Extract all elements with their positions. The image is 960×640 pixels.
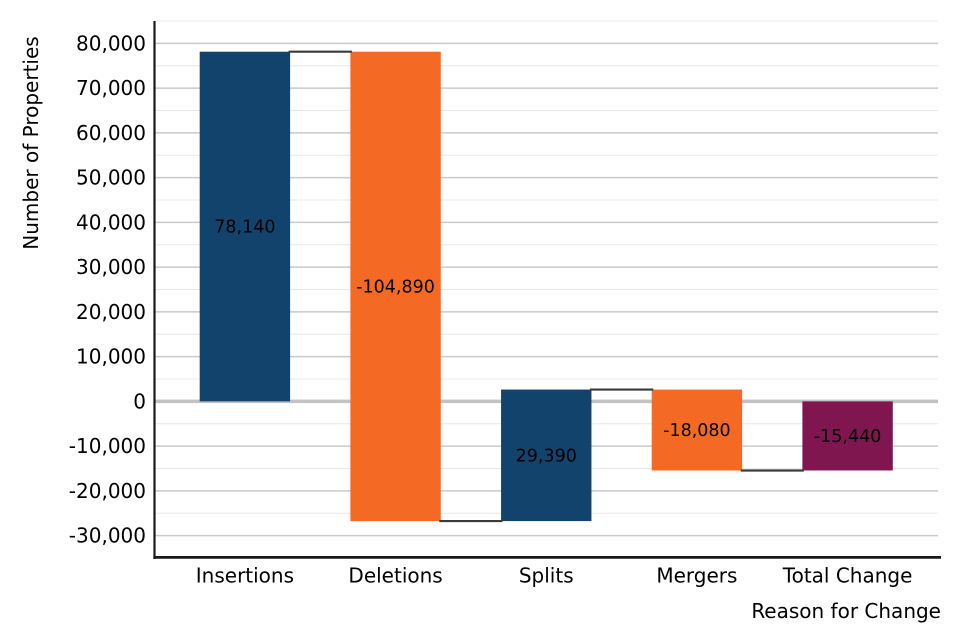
bar-value-label: -104,890	[356, 278, 435, 298]
x-tick-label: Splits	[519, 564, 574, 588]
y-tick-label: 20,000	[76, 300, 146, 324]
bar-insertions	[199, 51, 291, 402]
x-axis-title: Reason for Change	[751, 599, 941, 623]
x-tick-label: Mergers	[656, 564, 737, 588]
y-tick-label: -10,000	[69, 434, 146, 458]
y-tick-label: 50,000	[76, 166, 146, 190]
y-tick-label: 80,000	[76, 31, 146, 55]
bar-mergers	[651, 389, 743, 471]
y-tick-label: 60,000	[76, 121, 146, 145]
bar-value-label: -18,080	[663, 421, 731, 441]
y-tick-label: 30,000	[76, 255, 146, 279]
bar-value-label: 78,140	[214, 218, 275, 238]
bar-value-label: -15,440	[814, 427, 882, 447]
y-tick-label: 70,000	[76, 76, 146, 100]
bar-splits	[501, 389, 592, 522]
x-tick-label: Insertions	[196, 564, 294, 588]
bar-total-change	[802, 401, 893, 471]
bar-value-label: 29,390	[516, 446, 577, 466]
x-tick-label: Deletions	[348, 564, 442, 588]
y-tick-label: 0	[133, 389, 146, 413]
y-tick-label: 40,000	[76, 210, 146, 234]
y-tick-label: -20,000	[69, 479, 146, 503]
bar-deletions	[350, 51, 441, 522]
y-tick-label: 10,000	[76, 345, 146, 369]
y-tick-label: -30,000	[69, 524, 146, 548]
y-axis-title: Number of Properties	[19, 36, 43, 250]
x-tick-label: Total Change	[782, 564, 913, 588]
